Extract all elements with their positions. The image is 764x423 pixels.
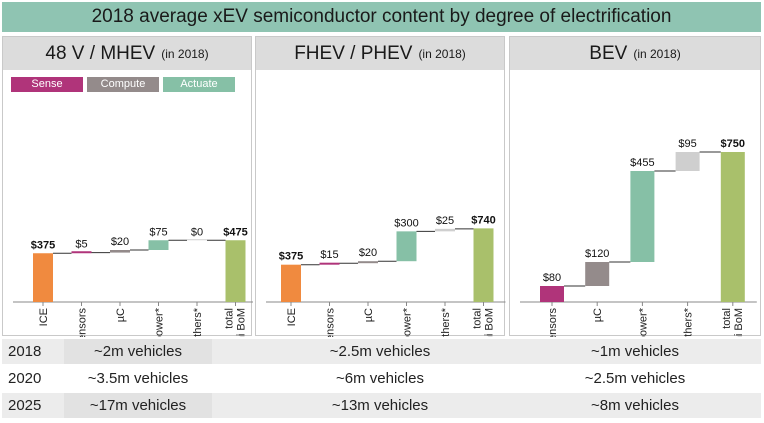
value-label: $80 (543, 272, 561, 284)
bar-total (473, 228, 494, 302)
vehicles-row-2018: 2018 ~2m vehicles ~2.5m vehicles ~1m veh… (2, 339, 761, 364)
value-label: $95 (678, 138, 696, 150)
bar-1 (319, 262, 340, 265)
value-label: $475 (223, 226, 247, 238)
value-label: $0 (191, 226, 203, 238)
bar-4 (435, 228, 455, 232)
value-label: $20 (111, 236, 129, 248)
category-label: sensors (77, 308, 89, 337)
panel-mhev: 48 V / MHEV (in 2018) Sense Compute Actu… (2, 36, 253, 337)
value-label: $740 (471, 214, 495, 226)
bev-vehicles: ~2.5m vehicles (584, 370, 686, 387)
category-label: µC (115, 308, 127, 322)
value-label: $455 (630, 157, 654, 169)
value-label: $15 (320, 249, 338, 261)
legend-compute: Compute (87, 77, 159, 92)
phev-vehicles: ~13m vehicles (331, 397, 429, 414)
phev-vehicles: ~6m vehicles (336, 370, 424, 387)
panel-subtitle: (in 2018) (418, 46, 466, 61)
panel-title: 48 V / MHEV (45, 42, 156, 64)
value-label: $300 (394, 217, 418, 229)
waterfall-chart-mhev: $375 ICE $5 sensors $20 µC $75 power* $0 others* $… (13, 226, 253, 337)
category-label-line: semi BoM (484, 308, 496, 337)
panel-title: FHEV / PHEV (294, 42, 413, 64)
bar-1 (585, 262, 610, 286)
category-label: others* (683, 307, 695, 337)
row-year: 2025 (8, 397, 42, 414)
value-label: $5 (75, 239, 87, 251)
category-label: ICE (38, 308, 50, 326)
panel-header: 48 V / MHEV (in 2018) (3, 37, 251, 70)
panel-bev: BEV (in 2018) $80 sensors $120 µC $455 power*… (509, 36, 761, 337)
waterfall-chart-bev: $80 sensors $120 µC $455 power* $95 others* $750… (520, 138, 757, 337)
value-label: $75 (149, 226, 167, 238)
bar-4 (187, 239, 207, 241)
bar-2 (630, 171, 655, 262)
value-label: $750 (721, 138, 745, 150)
vehicles-row-2025: 2025 ~17m vehicles ~13m vehicles ~8m veh… (2, 393, 761, 418)
panel-subtitle: (in 2018) (161, 46, 209, 61)
value-label: $25 (436, 215, 454, 227)
category-label: power* (637, 307, 649, 337)
category-label: totalsemi BoM (721, 308, 745, 337)
bar-2 (110, 250, 130, 253)
panel-subtitle: (in 2018) (633, 46, 681, 61)
mhev-vehicles: ~17m vehicles (64, 393, 212, 418)
panel-phev: FHEV / PHEV (in 2018) $375 ICE $15 sensors $… (255, 36, 506, 337)
bev-vehicles: ~1m vehicles (591, 343, 679, 360)
category-label: others* (192, 307, 204, 337)
bar-3 (148, 240, 169, 250)
category-label-line: semi BoM (236, 308, 248, 337)
bar-total (720, 152, 745, 302)
value-label: $375 (279, 251, 303, 263)
category-label-line: total (721, 308, 733, 329)
category-label-line: total (224, 308, 236, 329)
value-label: $20 (359, 247, 377, 259)
row-year: 2018 (8, 343, 42, 360)
bar-0 (33, 253, 53, 302)
category-label: ICE (286, 308, 298, 326)
waterfall-chart-phev: $375 ICE $15 sensors $20 µC $300 power* $25 other… (266, 214, 506, 337)
category-label: sensors (325, 308, 337, 337)
bev-vehicles: ~8m vehicles (591, 397, 679, 414)
bar-0 (281, 264, 301, 302)
category-label: µC (592, 308, 604, 322)
category-label: others* (440, 307, 452, 337)
panel-title: BEV (589, 42, 628, 64)
value-label: $120 (585, 248, 609, 260)
bar-3 (675, 152, 700, 171)
legend: Sense Compute Actuate (11, 77, 235, 92)
panel-header: FHEV / PHEV (in 2018) (256, 37, 504, 70)
category-label-line: semi BoM (733, 308, 745, 337)
category-label-line: total (472, 308, 484, 329)
bar-3 (396, 231, 417, 262)
category-label: totalsemi BoM (472, 308, 496, 337)
category-label: µC (363, 308, 375, 322)
mhev-vehicles: ~2m vehicles (64, 339, 212, 364)
legend-sense: Sense (11, 77, 83, 92)
legend-actuate: Actuate (163, 77, 235, 92)
vehicles-row-2020: 2020 ~3.5m vehicles ~6m vehicles ~2.5m v… (2, 366, 761, 391)
row-year: 2020 (8, 370, 42, 387)
chart-title: 2018 average xEV semiconductor content b… (2, 2, 761, 32)
phev-vehicles: ~2.5m vehicles (329, 343, 431, 360)
bar-2 (358, 261, 378, 264)
category-label: power* (402, 307, 414, 337)
mhev-vehicles: ~3.5m vehicles (87, 370, 189, 387)
bar-total (225, 240, 246, 302)
panel-header: BEV (in 2018) (510, 37, 760, 70)
bar-0 (540, 286, 564, 302)
category-label: totalsemi BoM (224, 308, 248, 337)
value-label: $375 (31, 239, 55, 251)
category-label: sensors (547, 308, 559, 337)
bar-1 (71, 251, 92, 254)
category-label: power* (154, 307, 166, 337)
